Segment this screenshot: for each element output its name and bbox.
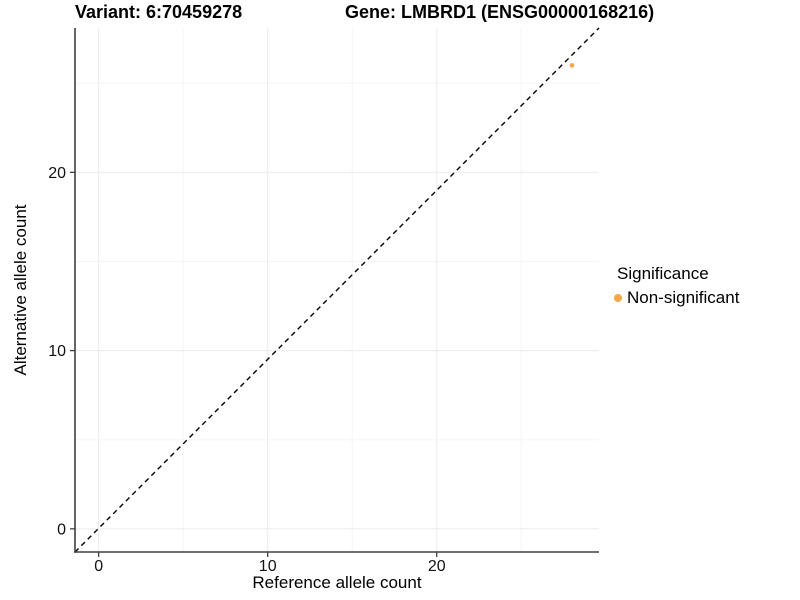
y-tick-label: 0	[57, 521, 66, 538]
legend-item: Non-significant	[614, 288, 739, 308]
y-tick-label: 20	[48, 165, 66, 182]
legend-item-label: Non-significant	[627, 288, 740, 307]
legend-point-icon	[614, 294, 622, 302]
y-tick-label: 10	[48, 343, 66, 360]
legend: Significance Non-significant	[614, 264, 739, 308]
gene-title: Gene: LMBRD1 (ENSG00000168216)	[345, 2, 655, 22]
y-axis-label: Alternative allele count	[11, 204, 30, 376]
identity-line	[74, 27, 600, 553]
data-point	[569, 63, 575, 68]
x-axis-label: Reference allele count	[252, 573, 422, 592]
variant-title: Variant: 6:70459278	[75, 2, 243, 22]
legend-title: Significance	[617, 264, 709, 283]
x-tick-label: 0	[94, 558, 103, 575]
x-tick-label: 20	[428, 558, 446, 575]
x-tick-label: 10	[259, 558, 277, 575]
